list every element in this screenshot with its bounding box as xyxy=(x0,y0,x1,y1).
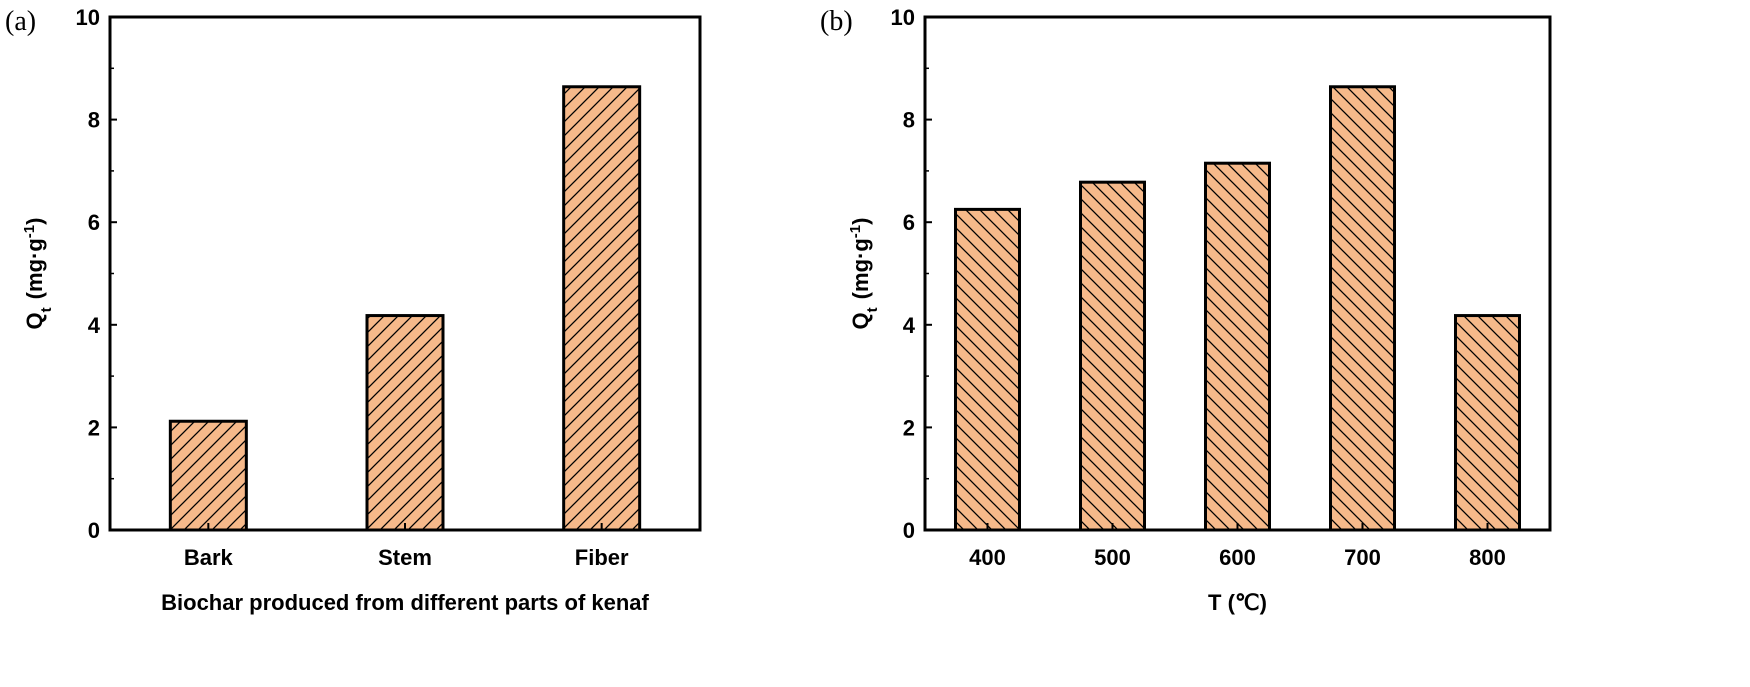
x-tick-label: 400 xyxy=(969,545,1006,570)
panel-label: (a) xyxy=(5,6,36,37)
y-tick-label: 4 xyxy=(903,313,916,338)
y-axis-label-sup: -1 xyxy=(21,225,38,238)
y-tick-label: 10 xyxy=(891,5,915,30)
bar-600 xyxy=(1204,161,1271,532)
bar-800 xyxy=(1454,314,1521,532)
x-tick-label: 600 xyxy=(1219,545,1256,570)
x-tick-label: Fiber xyxy=(575,545,629,570)
y-tick-label: 2 xyxy=(88,415,100,440)
y-axis-label-sup: -1 xyxy=(847,225,864,238)
x-tick-label: Bark xyxy=(184,545,234,570)
y-tick-label: 8 xyxy=(88,108,100,133)
bar-Stem xyxy=(365,314,445,532)
panel-label: (b) xyxy=(820,6,853,37)
bar-400 xyxy=(954,207,1021,532)
x-tick-label: 700 xyxy=(1344,545,1381,570)
y-axis-label: Qt (mg·g-1) xyxy=(847,218,881,330)
y-axis-label-close: ) xyxy=(22,218,47,225)
y-tick-label: 4 xyxy=(88,313,101,338)
y-axis-label-close: ) xyxy=(848,218,873,225)
x-tick-label: 800 xyxy=(1469,545,1506,570)
panel-a: 0 2 4 6 8 10 Bark Stem Fiber (a) Biochar produced … xyxy=(5,5,702,615)
y-tick-label: 0 xyxy=(88,518,100,543)
x-tick-label: Stem xyxy=(378,545,432,570)
bar-700 xyxy=(1329,85,1396,532)
y-axis-label-unit: (mg·g xyxy=(22,238,47,299)
panel-b: 0 2 4 6 8 10 400 500 600 700 800 (b) T (℃) Qt (mg·g-1) xyxy=(820,5,1552,615)
y-tick-label: 2 xyxy=(903,415,915,440)
y-tick-label: 8 xyxy=(903,108,915,133)
y-tick-label: 0 xyxy=(903,518,915,543)
y-axis-label-sub: t xyxy=(864,307,881,312)
y-axis-label-main: Q xyxy=(22,312,47,329)
bar-500 xyxy=(1079,180,1146,532)
y-axis-label-main: Q xyxy=(848,312,873,329)
y-axis-label-unit: (mg·g xyxy=(848,238,873,299)
bar-Bark xyxy=(168,419,248,532)
y-tick-label: 10 xyxy=(76,5,100,30)
x-tick-label: 500 xyxy=(1094,545,1131,570)
y-axis-label: Qt (mg·g-1) xyxy=(21,218,55,330)
y-tick-label: 6 xyxy=(903,210,915,235)
bar-Fiber xyxy=(562,85,642,532)
x-axis-label: T (℃) xyxy=(1208,590,1267,615)
x-axis-label: Biochar produced from different parts of… xyxy=(161,590,649,615)
y-axis-label-sub: t xyxy=(38,307,55,312)
y-tick-label: 6 xyxy=(88,210,100,235)
